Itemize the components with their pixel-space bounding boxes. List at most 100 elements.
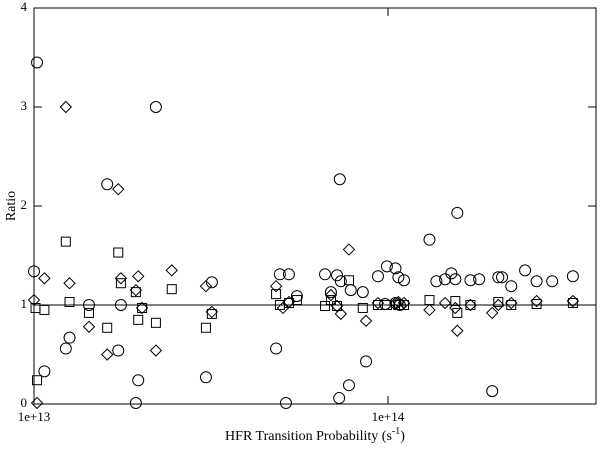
diamond-point [438, 296, 452, 310]
circle-point [356, 286, 369, 299]
circle-point [334, 275, 347, 288]
square-point [393, 300, 404, 310]
diamond-point [27, 293, 41, 307]
diamond-point [63, 277, 76, 290]
circle-point [530, 275, 543, 288]
circle-point [423, 233, 436, 246]
circle-point [31, 56, 44, 69]
diamond-point [199, 279, 213, 293]
diamond-point [149, 344, 163, 357]
x-axis-title: HFR Transition Probability (s-1) [225, 426, 405, 444]
square-point [452, 307, 463, 318]
diamond-point [114, 272, 128, 285]
circle-point [492, 271, 505, 284]
square-point [493, 297, 504, 308]
circle-point [360, 355, 373, 368]
square-point [137, 302, 148, 313]
circle-point [112, 344, 125, 357]
diamond-point [30, 396, 44, 410]
square-point [506, 300, 517, 310]
diamond-point [205, 305, 219, 319]
diamond-point [492, 298, 505, 312]
diamond-point [82, 320, 96, 333]
circle-point [63, 331, 76, 344]
diamond-point [505, 296, 518, 310]
square-point [357, 302, 368, 313]
circle-point [464, 274, 477, 287]
circle-point [546, 275, 559, 288]
x-axis-title-sup: -1 [392, 426, 400, 437]
square-point [133, 314, 144, 325]
square-point [320, 300, 331, 311]
square-point [113, 247, 124, 258]
square-point [130, 287, 141, 298]
circle-point [389, 262, 402, 275]
circle-point [342, 379, 355, 392]
diamond-point [135, 301, 149, 315]
square-point [271, 289, 282, 300]
x-axis-title-text: HFR Transition Probability (s [225, 429, 392, 444]
square-point [291, 295, 302, 306]
square-point [102, 322, 113, 333]
circle-point [380, 260, 393, 273]
y-axis-title: Ratio [4, 191, 19, 221]
circle-point [430, 275, 443, 288]
circle-point [473, 273, 486, 286]
circle-point [333, 173, 346, 186]
square-point [60, 236, 71, 247]
diamond-point [342, 243, 356, 256]
square-point [343, 275, 354, 286]
diamond-point [269, 279, 283, 293]
circle-point [129, 397, 142, 410]
circle-point [273, 268, 286, 281]
circle-point [199, 371, 212, 384]
circle-point [205, 276, 218, 289]
y-tick-label: 0 [21, 395, 28, 410]
circle-point [344, 284, 357, 297]
y-tick-label: 1 [21, 296, 28, 311]
circle-point [371, 270, 384, 283]
diamond-point [112, 182, 125, 196]
square-point [450, 296, 461, 307]
diamond-point [423, 303, 436, 317]
circle-point [38, 365, 51, 378]
circle-point [519, 264, 532, 277]
circle-point [505, 280, 518, 293]
diamond-point [451, 324, 464, 337]
circle-point [324, 286, 337, 299]
diamond-point [132, 270, 145, 283]
diamond-point [334, 307, 348, 321]
square-point [332, 300, 343, 311]
circle-point [28, 265, 40, 278]
square-point [206, 308, 217, 319]
square-point [115, 278, 126, 289]
circle-point [290, 290, 303, 303]
diamond-point [276, 301, 290, 315]
diamond-point [397, 296, 411, 310]
diamond-point [371, 296, 385, 310]
square-point [325, 295, 336, 306]
diamond-point [324, 288, 338, 302]
circle-point [282, 268, 295, 281]
square-point [399, 300, 410, 310]
circle-point [270, 342, 283, 355]
diamond-point [464, 298, 477, 312]
diamond-point [449, 301, 462, 315]
x-tick-label: 1e+14 [372, 409, 405, 424]
circle-point [279, 397, 292, 410]
circle-point [496, 271, 509, 284]
y-tick-label: 4 [21, 0, 28, 14]
diamond-point [165, 264, 178, 277]
square-point [424, 295, 435, 306]
circle-point [59, 342, 72, 355]
square-point [381, 300, 392, 310]
x-tick-label: 1e+13 [18, 409, 51, 424]
diamond-point [359, 314, 373, 328]
circle-point [486, 385, 499, 398]
square-point [531, 299, 542, 310]
square-point [83, 307, 94, 318]
diamond-point [101, 348, 114, 361]
square-point [64, 297, 75, 308]
x-axis-title-tail: ) [400, 429, 405, 444]
